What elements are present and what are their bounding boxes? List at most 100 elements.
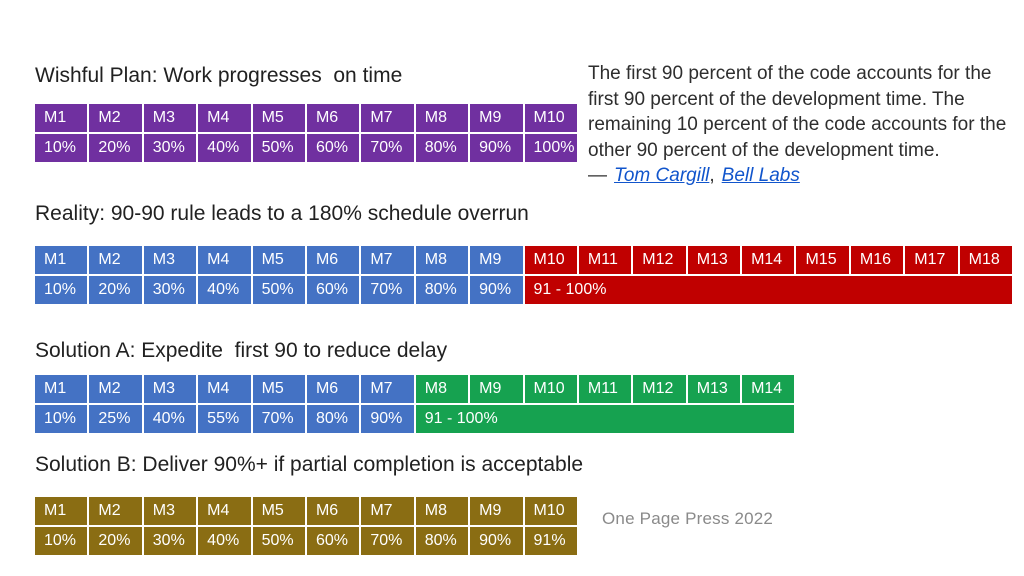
month-cell: M10 [524,104,577,132]
month-cell: M4 [198,375,251,403]
month-cell: M11 [578,375,632,403]
table-reality: M1 M2 M3 M4 M5 M6 M7 M8 M9 M10 M11 M12 M13 M14 M15 M16 M… [35,246,1013,306]
month-cell: M11 [578,246,632,274]
progress-cell: 91 - 100% [415,405,795,433]
progress-cell: 80% [415,527,469,555]
progress-cell: 30% [143,527,197,555]
month-cell: M9 [470,375,523,403]
month-cell: M14 [742,375,795,403]
progress-cell: 40% [143,405,197,433]
progress-cell: 90% [361,405,414,433]
month-cell: M17 [905,246,958,274]
progress-cell: 70% [361,527,414,555]
progress-cell: 60% [306,527,360,555]
progress-cell: 80% [415,134,469,162]
progress-row: 10% 20% 30% 40% 50% 60% 70% 80% 90% 91% [35,527,577,555]
bell-labs-link[interactable]: Bell Labs [721,165,800,186]
month-cell: M7 [361,104,414,132]
month-cell: M3 [143,246,197,274]
month-cell: M2 [89,246,142,274]
month-cell: M3 [143,104,197,132]
month-cell: M8 [415,497,469,525]
month-cell: M7 [361,246,414,274]
month-cell: M6 [306,375,360,403]
progress-cell: 60% [306,276,360,304]
progress-row: 10% 20% 30% 40% 50% 60% 70% 80% 90% 91 - 100% [35,276,1013,304]
credit-text: One Page Press 2022 [602,509,774,528]
attribution-dash: — [588,165,607,186]
month-cell: M9 [470,497,523,525]
quote-text: The first 90 percent of the code account… [588,63,1007,161]
table-wishful-plan: M1 M2 M3 M4 M5 M6 M7 M8 M9 M10 10% 20% 30% 40% 50% 60%… [35,104,577,164]
month-cell: M8 [415,246,469,274]
progress-cell: 91% [524,527,577,555]
progress-cell: 30% [143,134,197,162]
progress-cell: 91 - 100% [524,276,1013,304]
month-cell: M6 [306,104,360,132]
month-cell: M10 [524,497,577,525]
month-cell: M14 [742,246,795,274]
month-cell: M2 [89,375,142,403]
month-cell: M15 [796,246,849,274]
month-cell: M1 [35,497,88,525]
month-cell: M12 [633,375,686,403]
month-cell: M13 [687,246,741,274]
progress-cell: 20% [89,527,142,555]
month-cell: M9 [470,246,523,274]
progress-cell: 55% [198,405,251,433]
progress-cell: 30% [143,276,197,304]
quote-block: The first 90 percent of the code account… [588,61,1024,189]
month-cell: M5 [252,497,305,525]
progress-cell: 50% [252,276,305,304]
progress-cell: 25% [89,405,142,433]
attribution-separator: , [709,165,715,186]
section-title-reality: Reality: 90-90 rule leads to a 180% sche… [35,202,529,225]
progress-cell: 10% [35,134,88,162]
progress-cell: 60% [306,134,360,162]
month-cell: M4 [198,246,251,274]
month-row: M1 M2 M3 M4 M5 M6 M7 M8 M9 M10 M11 M12 M13 M14 [35,375,795,403]
month-row: M1 M2 M3 M4 M5 M6 M7 M8 M9 M10 [35,497,577,525]
section-title-wishful-plan: Wishful Plan: Work progresses on time [35,64,403,87]
progress-cell: 80% [306,405,360,433]
month-cell: M5 [252,246,305,274]
month-cell: M16 [850,246,904,274]
month-cell: M4 [198,104,251,132]
month-cell: M6 [306,246,360,274]
progress-cell: 40% [198,276,251,304]
progress-cell: 20% [89,134,142,162]
progress-row: 10% 20% 30% 40% 50% 60% 70% 80% 90% 100% [35,134,577,162]
month-cell: M3 [143,375,197,403]
month-cell: M5 [252,375,305,403]
month-cell: M1 [35,104,88,132]
month-row: M1 M2 M3 M4 M5 M6 M7 M8 M9 M10 [35,104,577,132]
month-cell: M2 [89,497,142,525]
progress-cell: 50% [252,527,305,555]
progress-cell: 90% [470,276,523,304]
month-cell: M10 [524,246,577,274]
month-cell: M9 [470,104,523,132]
progress-cell: 10% [35,405,88,433]
month-cell: M6 [306,497,360,525]
table-solution-a: M1 M2 M3 M4 M5 M6 M7 M8 M9 M10 M11 M12 M13 M14 10% 25%… [35,375,795,435]
month-cell: M18 [959,246,1013,274]
month-cell: M5 [252,104,305,132]
month-cell: M10 [524,375,577,403]
progress-cell: 100% [524,134,577,162]
progress-cell: 10% [35,527,88,555]
month-cell: M1 [35,375,88,403]
month-cell: M8 [415,104,469,132]
tom-cargill-link[interactable]: Tom Cargill [614,165,710,186]
progress-cell: 70% [361,276,414,304]
progress-cell: 40% [198,527,251,555]
progress-cell: 40% [198,134,251,162]
progress-cell: 80% [415,276,469,304]
progress-cell: 90% [470,527,523,555]
progress-cell: 10% [35,276,88,304]
month-cell: M4 [198,497,251,525]
section-title-solution-b: Solution B: Deliver 90%+ if partial comp… [35,453,584,476]
progress-cell: 70% [361,134,414,162]
table-solution-b: M1 M2 M3 M4 M5 M6 M7 M8 M9 M10 10% 20% 30% 40% 50% 60%… [35,497,577,557]
progress-cell: 70% [252,405,305,433]
